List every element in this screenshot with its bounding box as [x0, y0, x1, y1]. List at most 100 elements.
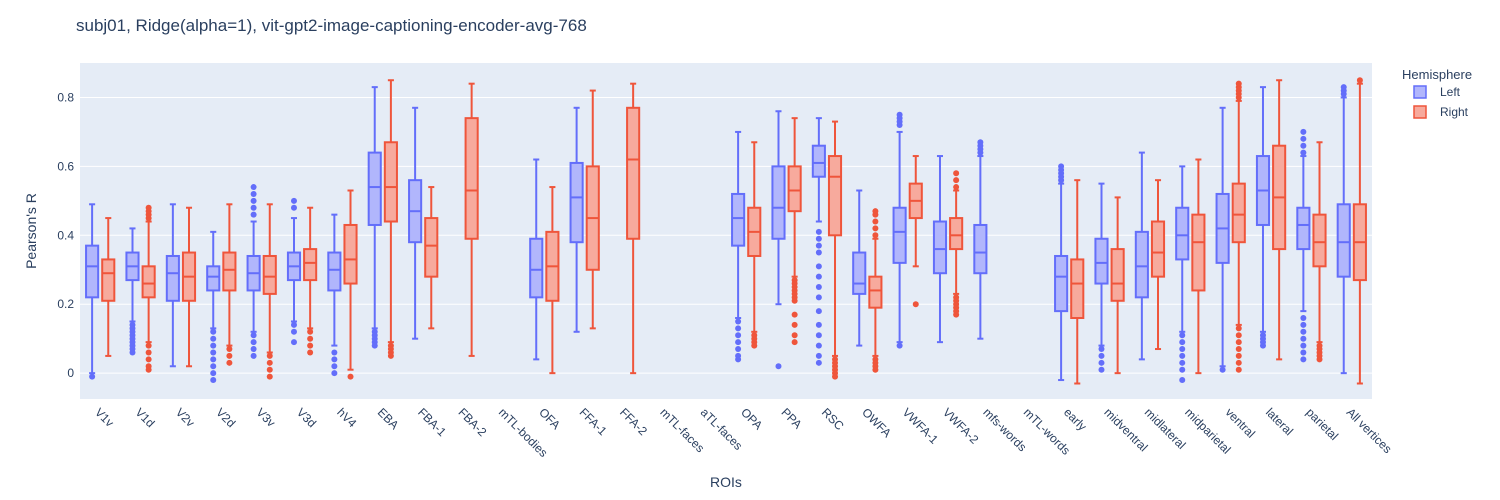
outlier-point [735, 332, 742, 339]
y-tick-label: 0.6 [57, 159, 74, 173]
box [101, 217, 116, 357]
outlier-point [832, 373, 839, 380]
outlier-point [290, 321, 297, 328]
x-tick-label: FFA-2 [617, 405, 650, 438]
outlier-point [226, 346, 233, 353]
outlier-point [896, 342, 903, 349]
box [1150, 179, 1166, 351]
iqr-box [1231, 182, 1246, 244]
outlier-point [896, 111, 903, 118]
legend-label: Right [1440, 105, 1469, 119]
box [424, 186, 439, 330]
outlier-point [347, 373, 354, 380]
outlier-point [1179, 339, 1186, 346]
box [545, 186, 560, 375]
outlier-point [815, 342, 822, 349]
outlier-point [1300, 315, 1307, 322]
iqr-box [101, 258, 116, 302]
outlier-point [1235, 339, 1242, 346]
box [1070, 179, 1085, 385]
box [973, 139, 988, 340]
box [569, 106, 584, 333]
outlier-point [89, 373, 96, 380]
outlier-point [1179, 332, 1186, 339]
outlier-point [129, 349, 136, 356]
box [1336, 84, 1351, 375]
outlier-point [307, 342, 314, 349]
legend-swatch [1413, 85, 1427, 99]
legend-item-right: Right [1413, 105, 1469, 119]
outlier-point [791, 311, 798, 318]
y-tick-label: 0.2 [57, 297, 74, 311]
box [303, 206, 318, 356]
outlier-point [290, 197, 297, 204]
iqr-box [1134, 230, 1149, 299]
box [626, 82, 641, 375]
outlier-point [872, 218, 879, 225]
box [852, 189, 867, 347]
iqr-box [932, 220, 948, 275]
box [367, 86, 382, 349]
outlier-point [307, 335, 314, 342]
box [1272, 79, 1287, 361]
x-tick-label: V1d [132, 405, 157, 430]
outlier-point [210, 370, 217, 377]
outlier-point [1098, 346, 1105, 353]
outlier-point [1179, 377, 1186, 384]
outlier-point [210, 356, 217, 363]
outlier-point [1300, 142, 1307, 149]
box [165, 203, 180, 368]
outlier-point [371, 342, 378, 349]
outlier-point [1179, 359, 1186, 366]
iqr-box [367, 151, 382, 226]
outlier-point [1340, 84, 1347, 91]
outlier-point [872, 225, 879, 232]
outlier-point [977, 139, 984, 146]
x-tick-label: early [1061, 405, 1089, 433]
outlier-point [250, 346, 257, 353]
x-tick-label: All vertices [1344, 405, 1395, 456]
outlier-point [210, 349, 217, 356]
outlier-point [1235, 366, 1242, 373]
iqr-box [892, 206, 907, 264]
box [731, 130, 746, 363]
iqr-box [1110, 248, 1125, 302]
iqr-box [852, 251, 867, 295]
outlier-point [1058, 163, 1065, 170]
x-tick-label: V3v [254, 405, 279, 430]
x-tick-label: EBA [375, 405, 402, 432]
x-tick-label: V2d [213, 405, 238, 430]
outlier-point [912, 301, 919, 308]
outlier-point [751, 342, 758, 349]
outlier-point [250, 190, 257, 197]
iqr-box [424, 217, 439, 278]
outlier-point [1300, 342, 1307, 349]
iqr-box [1175, 206, 1190, 261]
outlier-point [775, 363, 782, 370]
outlier-point [1219, 366, 1226, 373]
box [908, 155, 923, 308]
outlier-point [331, 363, 338, 370]
outlier-point [1098, 352, 1105, 359]
outlier-point [145, 342, 152, 349]
outlier-point [1235, 346, 1242, 353]
x-tick-label: FFA-1 [577, 405, 610, 438]
x-tick-label: FBA-1 [415, 405, 449, 439]
outlier-point [1235, 80, 1242, 87]
outlier-point [735, 325, 742, 332]
outlier-point [1300, 356, 1307, 363]
box [286, 197, 302, 346]
x-tick-label: RSC [819, 405, 847, 433]
outlier-point [1098, 366, 1105, 373]
outlier-point [145, 204, 152, 211]
chart-title: subj01, Ridge(alpha=1), vit-gpt2-image-c… [76, 16, 587, 35]
box [1215, 106, 1230, 373]
box [1175, 165, 1190, 384]
box [868, 208, 883, 373]
outlier-point [791, 339, 798, 346]
outlier-point [331, 349, 338, 356]
box [1054, 163, 1069, 382]
outlier-point [1259, 342, 1266, 349]
x-tick-label: parietal [1303, 405, 1341, 443]
y-tick-label: 0.8 [57, 90, 74, 104]
